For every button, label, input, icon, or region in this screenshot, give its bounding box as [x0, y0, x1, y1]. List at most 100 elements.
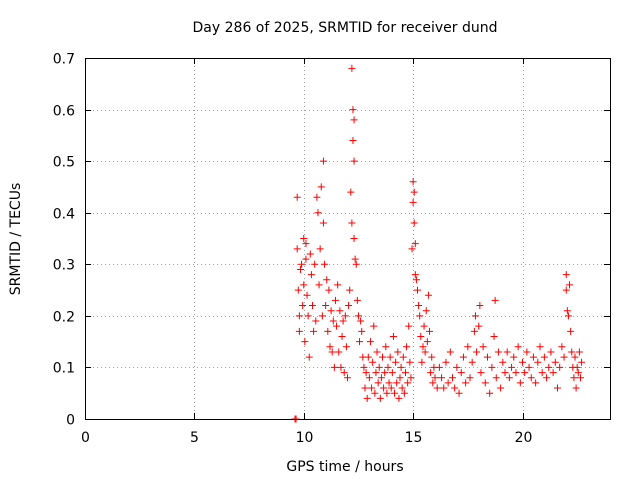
data-point [405, 322, 413, 330]
data-point [336, 307, 344, 315]
data-points [291, 64, 586, 423]
y-tick-label: 0.5 [53, 155, 75, 171]
data-point [315, 281, 323, 289]
data-point [382, 343, 390, 351]
data-point [368, 384, 376, 392]
data-point [410, 188, 418, 196]
data-point [424, 291, 432, 299]
data-point [340, 369, 348, 377]
data-point [401, 369, 409, 377]
data-point [371, 389, 379, 397]
data-point [385, 379, 393, 387]
data-point [578, 358, 586, 366]
data-point [349, 137, 357, 145]
data-point [302, 255, 310, 263]
data-point [536, 343, 544, 351]
data-point [318, 312, 326, 320]
data-point [309, 302, 316, 310]
data-point [543, 374, 551, 382]
data-point [324, 327, 332, 335]
data-point [459, 353, 467, 361]
data-point [386, 353, 394, 361]
data-point [347, 188, 355, 196]
data-point [505, 374, 513, 382]
data-point [534, 358, 542, 366]
data-point [344, 374, 351, 382]
data-point [562, 271, 570, 279]
data-point [560, 353, 568, 361]
data-point [510, 353, 518, 361]
data-point [566, 281, 574, 289]
data-point [409, 178, 417, 186]
data-point [397, 363, 405, 371]
y-tick-label: 0.4 [53, 207, 75, 223]
data-point [327, 307, 335, 315]
data-point [381, 369, 389, 377]
data-point [408, 245, 416, 253]
x-tick-label: 15 [405, 430, 423, 446]
data-point [446, 348, 454, 356]
data-point [421, 348, 429, 356]
data-point [331, 296, 339, 304]
data-point [471, 312, 479, 320]
data-point [549, 369, 557, 377]
data-point [556, 363, 564, 371]
data-point [348, 219, 356, 227]
data-point [403, 343, 411, 351]
data-point [356, 338, 364, 346]
data-point [514, 343, 522, 351]
data-point [310, 327, 318, 335]
data-point [554, 384, 561, 392]
data-point [316, 245, 324, 253]
data-point [479, 343, 487, 351]
data-point [394, 348, 402, 356]
data-point [351, 255, 359, 263]
y-axis-label: SRMTID / TECUs [8, 183, 24, 296]
data-point [398, 384, 406, 392]
data-point [547, 348, 555, 356]
data-point [357, 317, 365, 325]
data-point [571, 353, 579, 361]
data-point [575, 348, 583, 356]
data-point [384, 363, 392, 371]
data-point [302, 240, 310, 248]
data-point [572, 384, 580, 392]
data-point [396, 374, 404, 382]
y-tick-label: 0.1 [53, 361, 75, 377]
data-point [440, 384, 448, 392]
data-point [379, 353, 386, 361]
data-point [354, 312, 362, 320]
data-point [383, 389, 391, 397]
data-point [389, 332, 397, 340]
data-point [375, 363, 383, 371]
data-point [420, 322, 428, 330]
data-point [319, 157, 327, 165]
data-point [295, 327, 303, 335]
data-point [562, 286, 570, 294]
data-point [311, 260, 319, 268]
data-point [455, 389, 463, 397]
data-point [499, 358, 507, 366]
data-point [348, 64, 356, 72]
data-point [296, 265, 304, 273]
data-point [293, 245, 301, 253]
axes: 0 0.1 0.2 0.3 0.4 0.5 0.6 0.7 0 5 10 15 20 [53, 52, 610, 446]
data-point [473, 348, 481, 356]
data-point [295, 312, 303, 320]
data-point [391, 389, 399, 397]
data-point [414, 286, 421, 294]
data-point [527, 374, 535, 382]
data-point [477, 369, 485, 377]
data-point [532, 379, 540, 387]
data-point [521, 369, 529, 377]
data-point [475, 322, 483, 330]
data-point [481, 379, 489, 387]
data-point [492, 374, 500, 382]
data-point [317, 183, 325, 191]
data-point [305, 353, 313, 361]
data-point [494, 348, 502, 356]
data-point [411, 271, 419, 279]
data-point [457, 369, 465, 377]
data-point [329, 317, 337, 325]
